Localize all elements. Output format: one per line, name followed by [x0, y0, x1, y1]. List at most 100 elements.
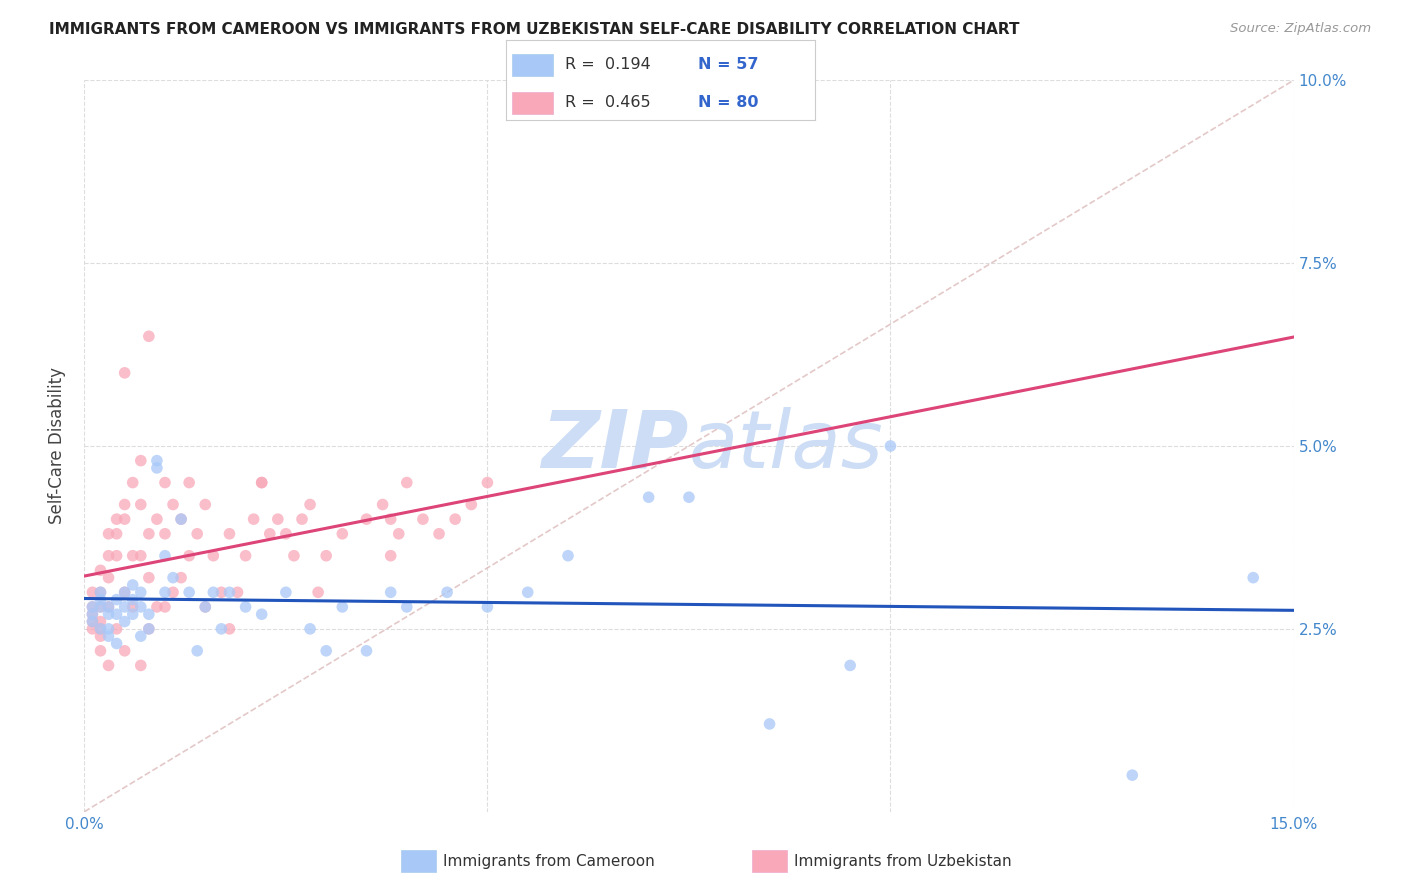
Point	[82, 615, 104, 629]
Point	[121, 592, 143, 607]
Point	[516, 585, 538, 599]
Point	[330, 526, 353, 541]
Point	[138, 571, 160, 585]
Point	[186, 526, 208, 541]
Point	[395, 475, 418, 490]
Point	[330, 599, 353, 614]
Point	[89, 615, 111, 629]
Point	[89, 599, 111, 614]
Point	[307, 585, 329, 599]
Point	[114, 366, 136, 380]
Point	[129, 658, 152, 673]
Point	[97, 571, 120, 585]
Point	[97, 526, 120, 541]
Point	[114, 498, 136, 512]
Point	[274, 526, 297, 541]
Point	[371, 498, 394, 512]
Point	[89, 585, 111, 599]
Point	[179, 585, 201, 599]
Text: IMMIGRANTS FROM CAMEROON VS IMMIGRANTS FROM UZBEKISTAN SELF-CARE DISABILITY CORR: IMMIGRANTS FROM CAMEROON VS IMMIGRANTS F…	[49, 22, 1019, 37]
Y-axis label: Self-Care Disability: Self-Care Disability	[48, 368, 66, 524]
Point	[380, 512, 402, 526]
Point	[477, 599, 499, 614]
Point	[121, 549, 143, 563]
Point	[274, 585, 297, 599]
FancyBboxPatch shape	[512, 92, 553, 114]
Point	[121, 599, 143, 614]
Point	[477, 475, 499, 490]
Text: R =  0.465: R = 0.465	[565, 95, 651, 111]
Point	[114, 585, 136, 599]
Point	[82, 585, 104, 599]
Text: Immigrants from Cameroon: Immigrants from Cameroon	[443, 855, 655, 869]
Point	[235, 549, 257, 563]
Point	[1121, 768, 1143, 782]
Point	[105, 636, 128, 650]
Point	[1241, 571, 1264, 585]
Point	[121, 578, 143, 592]
Point	[388, 526, 411, 541]
Point	[436, 585, 458, 599]
Point	[315, 644, 337, 658]
Point	[114, 585, 136, 599]
Point	[105, 549, 128, 563]
Point	[283, 549, 305, 563]
Point	[153, 585, 176, 599]
Point	[105, 607, 128, 622]
Point	[89, 599, 111, 614]
Point	[194, 498, 217, 512]
Point	[138, 622, 160, 636]
Point	[97, 658, 120, 673]
Point	[678, 490, 700, 504]
Point	[82, 607, 104, 622]
Point	[105, 622, 128, 636]
Point	[218, 526, 240, 541]
Point	[250, 475, 273, 490]
Point	[226, 585, 249, 599]
Point	[146, 599, 169, 614]
Point	[170, 571, 193, 585]
Point	[194, 599, 217, 614]
Point	[380, 585, 402, 599]
Point	[235, 599, 257, 614]
Point	[209, 622, 232, 636]
Point	[202, 585, 225, 599]
Point	[356, 644, 378, 658]
Point	[460, 498, 482, 512]
Point	[89, 644, 111, 658]
Point	[162, 498, 184, 512]
Point	[138, 526, 160, 541]
Point	[153, 526, 176, 541]
Point	[97, 622, 120, 636]
Point	[97, 599, 120, 614]
Point	[89, 622, 111, 636]
Point	[121, 475, 143, 490]
Point	[395, 599, 418, 614]
Point	[105, 592, 128, 607]
Point	[179, 475, 201, 490]
Point	[218, 585, 240, 599]
Point	[82, 622, 104, 636]
Point	[444, 512, 467, 526]
Point	[114, 512, 136, 526]
Point	[97, 549, 120, 563]
Point	[114, 599, 136, 614]
Point	[170, 512, 193, 526]
Point	[89, 592, 111, 607]
Point	[138, 607, 160, 622]
Point	[138, 622, 160, 636]
Point	[129, 585, 152, 599]
Point	[315, 549, 337, 563]
Point	[179, 549, 201, 563]
Point	[250, 475, 273, 490]
Point	[121, 607, 143, 622]
Point	[162, 585, 184, 599]
Point	[129, 453, 152, 467]
Point	[267, 512, 290, 526]
Text: ZIP: ZIP	[541, 407, 689, 485]
Point	[162, 571, 184, 585]
Point	[97, 599, 120, 614]
Point	[153, 549, 176, 563]
Point	[146, 461, 169, 475]
Point	[82, 599, 104, 614]
